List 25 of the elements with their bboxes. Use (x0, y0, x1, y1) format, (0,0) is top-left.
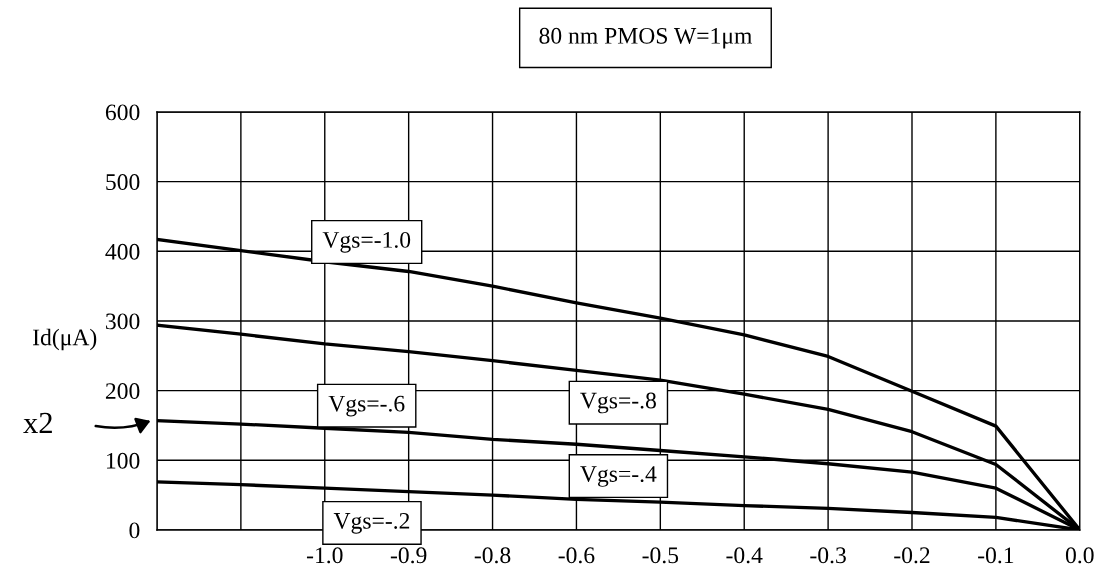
x-tick-label: -0.4 (726, 547, 763, 564)
text: x2 (23, 412, 52, 433)
y-tick-label: 300 (106, 313, 140, 330)
x-tick-label: -0.9 (390, 547, 427, 564)
y-axis-title: Id(μA) (33, 328, 97, 351)
y-tick-label: 500 (106, 174, 140, 191)
y-tick-label: 400 (105, 243, 140, 260)
y-tick-label: 0 (129, 522, 140, 539)
series-label: Vgs=-1.0 (322, 231, 411, 253)
x-tick-label: -0.6 (558, 547, 595, 564)
x-tick-label: -1.0 (306, 547, 343, 564)
y-tick-label: 100 (106, 452, 140, 469)
annotation: Vgs=-.2 (333, 512, 410, 534)
x-tick-label: -0.5 (642, 547, 679, 564)
x-tick-label: -0.2 (894, 547, 930, 564)
x-tick-label: 0.0 (1065, 547, 1094, 564)
y-tick-label: 600 (105, 104, 140, 121)
y-tick-label: 200 (105, 383, 140, 400)
chart-title: 80 nm PMOS W=1μm (539, 27, 752, 49)
x-tick-label: -0.8 (474, 547, 511, 564)
x-tick-label: -0.3 (810, 547, 846, 564)
series-label: Vgs=-.4 (580, 466, 657, 487)
x-tick-label: -0.1 (978, 547, 1014, 564)
series-label: Vgs=-.6 (328, 395, 405, 417)
series-label: Vgs=-.8 (580, 392, 656, 414)
